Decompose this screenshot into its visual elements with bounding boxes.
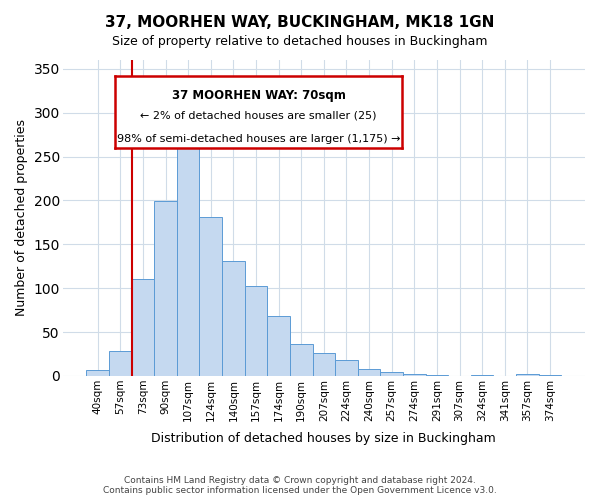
Text: Contains HM Land Registry data © Crown copyright and database right 2024.
Contai: Contains HM Land Registry data © Crown c… [103,476,497,495]
Bar [471,375,493,376]
Bar [177,119,199,376]
Bar [335,360,358,376]
Bar [222,261,245,376]
Bar [199,217,222,376]
Bar [268,316,290,376]
Bar [516,374,539,376]
Bar [131,278,154,376]
Bar [109,350,131,376]
Bar [86,370,109,376]
Bar [403,374,425,376]
Y-axis label: Number of detached properties: Number of detached properties [15,120,28,316]
X-axis label: Distribution of detached houses by size in Buckingham: Distribution of detached houses by size … [151,432,496,445]
Bar [358,369,380,376]
Text: 37, MOORHEN WAY, BUCKINGHAM, MK18 1GN: 37, MOORHEN WAY, BUCKINGHAM, MK18 1GN [106,15,494,30]
Bar [425,375,448,376]
Bar [380,372,403,376]
Bar [154,202,177,376]
Bar [290,344,313,376]
Bar [313,353,335,376]
Bar [539,375,561,376]
Bar [245,286,268,376]
Text: Size of property relative to detached houses in Buckingham: Size of property relative to detached ho… [112,35,488,48]
